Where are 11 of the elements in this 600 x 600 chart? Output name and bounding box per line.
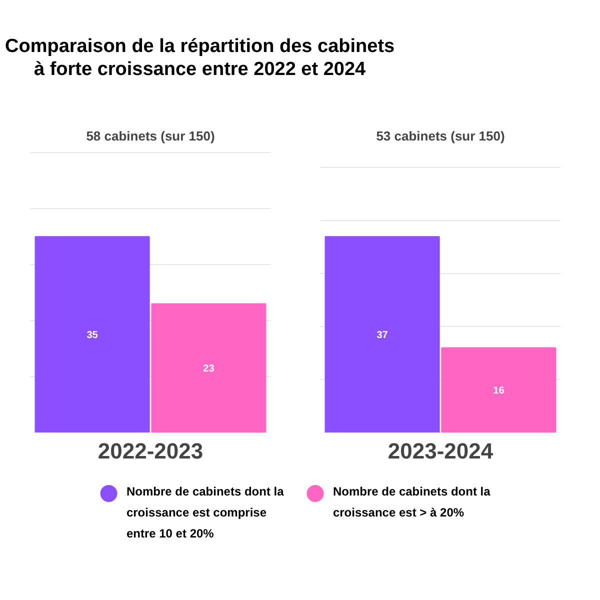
- data-label: 16: [493, 386, 505, 397]
- x-axis-title: 2022-2023: [98, 438, 204, 464]
- legend-label: Nombre de cabinets dont la croissance est comprise entre 10 et 20%: [126, 484, 284, 540]
- data-label: 35: [86, 330, 98, 342]
- chart-subtitle: 53 cabinets (sur 150): [376, 128, 505, 144]
- legend-label: Nombre de cabinets dont la croissance est > à 20%: [332, 484, 491, 520]
- x-axis-title: 2023-2024: [388, 438, 494, 464]
- data-label: 37: [376, 330, 388, 342]
- chart-subtitle: 58 cabinets (sur 150): [86, 128, 215, 144]
- data-label: 23: [203, 364, 215, 375]
- chart-title: Comparaison de la répartition des cabinets à forte croissance entre 2022 et 2024: [5, 36, 395, 82]
